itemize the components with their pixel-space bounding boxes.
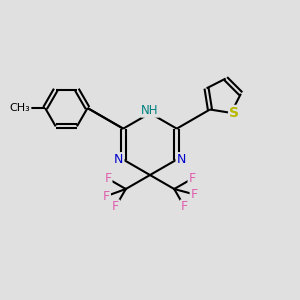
- Text: F: F: [103, 190, 110, 202]
- Text: F: F: [190, 188, 198, 201]
- Text: N: N: [114, 153, 124, 166]
- Text: F: F: [188, 172, 196, 185]
- Text: NH: NH: [141, 104, 159, 117]
- Text: F: F: [112, 200, 119, 213]
- Text: N: N: [176, 153, 186, 166]
- Text: CH₃: CH₃: [10, 103, 31, 113]
- Text: F: F: [181, 200, 188, 213]
- Text: S: S: [229, 106, 239, 120]
- Text: F: F: [104, 172, 112, 185]
